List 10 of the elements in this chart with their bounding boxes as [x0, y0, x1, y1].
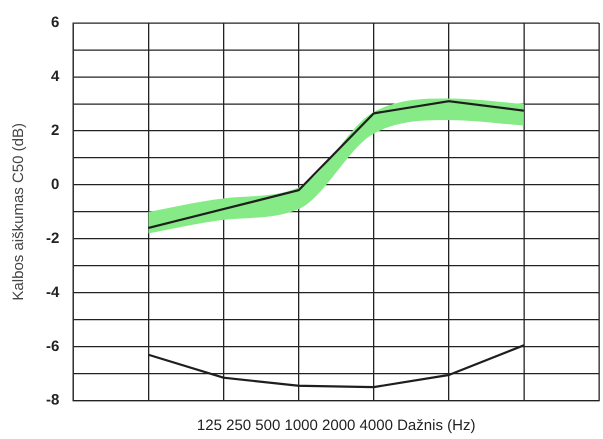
y-tick-label: 0: [50, 176, 60, 193]
y-tick-label: 6: [50, 14, 60, 32]
y-tick-label: -2: [46, 230, 60, 247]
y-axis-title: Kalbos aiškumas C50 (dB): [10, 123, 28, 301]
x-axis-title: 125 250 500 1000 2000 4000 Dažnis (Hz): [196, 417, 476, 434]
y-tick-label: -6: [46, 338, 60, 355]
y-tick-label: -4: [46, 284, 60, 301]
y-tick-label: 4: [50, 68, 60, 86]
y-tick-label: -8: [46, 392, 60, 409]
y-tick-label: 2: [50, 122, 60, 140]
